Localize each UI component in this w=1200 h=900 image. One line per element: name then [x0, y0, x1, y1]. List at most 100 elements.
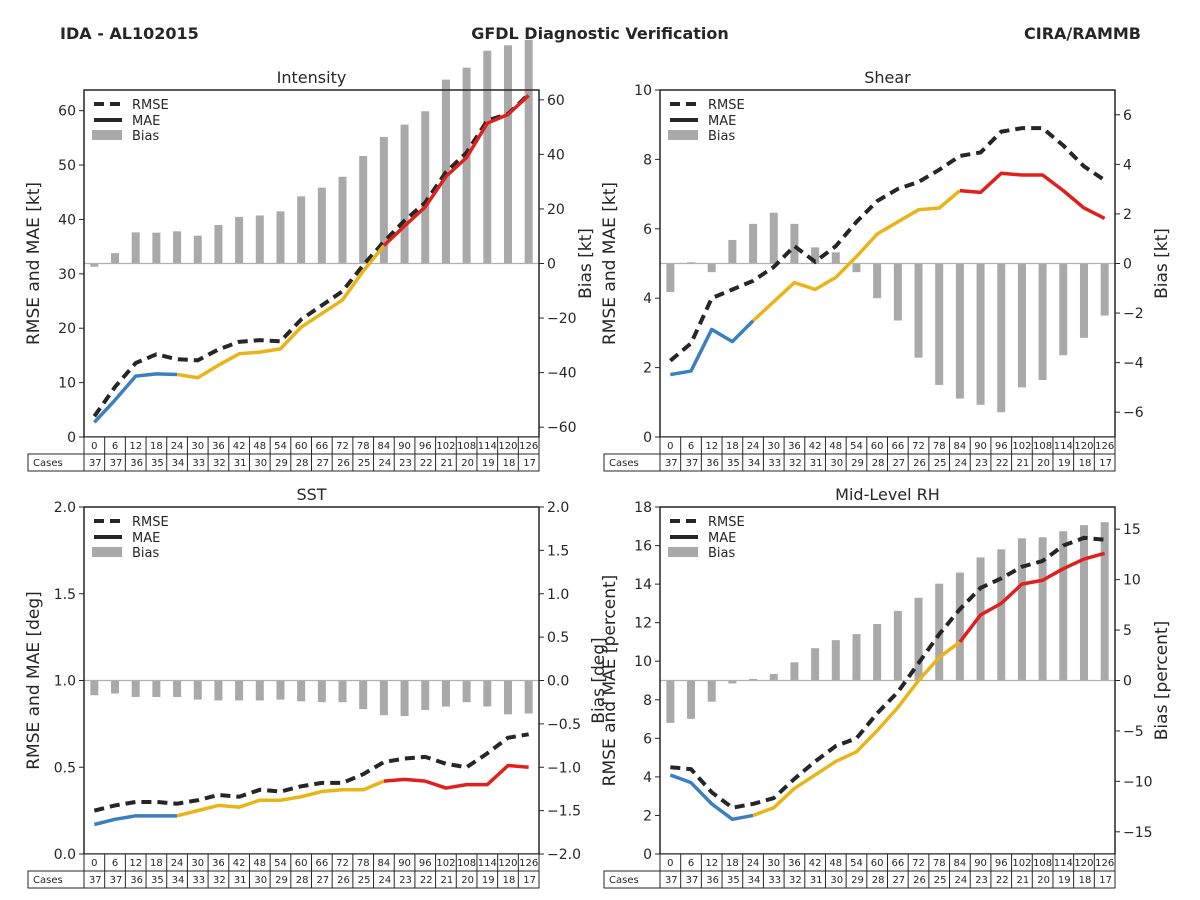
bias-bar	[893, 263, 902, 321]
lead-time-cell: 6	[688, 441, 694, 452]
lead-time-cell: 126	[1095, 441, 1114, 452]
case-count-cell: 18	[503, 875, 516, 886]
mae-line-late	[382, 94, 530, 247]
case-count-cell: 37	[110, 875, 123, 886]
case-count-cell: 21	[1017, 875, 1030, 886]
bias-bar	[379, 136, 388, 264]
legend-bias-swatch	[92, 547, 122, 557]
lead-time-cell: 18	[150, 441, 163, 452]
left-tick-label: 2.0	[54, 500, 76, 516]
right-axis-label: Bias [kt]	[1152, 228, 1172, 299]
cases-row	[603, 453, 1116, 472]
case-count-cell: 33	[192, 458, 205, 469]
mae-line-mid	[176, 779, 385, 818]
bias-bar	[297, 196, 306, 264]
bias-bar	[955, 572, 964, 681]
case-count-cell: 37	[686, 458, 699, 469]
lead-time-cell: 108	[1033, 858, 1052, 869]
bias-bar	[441, 680, 450, 707]
bias-bar	[1017, 538, 1026, 681]
bias-bar	[873, 624, 882, 681]
case-count-cell: 35	[151, 458, 164, 469]
case-count-cell: 31	[234, 875, 247, 886]
case-count-cell: 35	[727, 875, 740, 886]
left-tick-label: 30	[58, 267, 76, 283]
lead-time-cell: 6	[688, 858, 694, 869]
left-tick-label: 1.5	[54, 587, 76, 603]
legend-bias-swatch	[668, 130, 698, 140]
left-tick-label: 50	[58, 158, 76, 174]
case-count-cell: 28	[872, 875, 885, 886]
case-count-cell: 25	[934, 875, 947, 886]
lead-time-cell: 60	[295, 858, 308, 869]
case-count-cell: 22	[996, 875, 1009, 886]
lead-time-cell: 48	[829, 858, 842, 869]
case-count-cell: 30	[830, 875, 843, 886]
lead-time-cell: 54	[850, 441, 863, 452]
bias-bar	[317, 680, 326, 703]
case-count-cell: 31	[810, 875, 823, 886]
lead-time-cell: 54	[850, 858, 863, 869]
case-count-cell: 37	[110, 458, 123, 469]
right-axis-label: Bias [percent]	[1152, 621, 1172, 740]
case-count-cell: 22	[420, 875, 433, 886]
right-tick-label: −10	[1123, 774, 1153, 790]
bias-bar	[811, 247, 820, 264]
bias-bar	[503, 45, 512, 264]
bias-bar	[728, 680, 737, 684]
bias-bar	[749, 678, 758, 681]
case-count-cell: 29	[275, 875, 288, 886]
bias-bar	[111, 253, 120, 264]
bias-bar	[131, 232, 140, 264]
case-count-cell: 24	[378, 875, 391, 886]
lead-time-cell: 24	[171, 441, 184, 452]
lead-time-cell: 90	[974, 441, 987, 452]
lead-time-cell: 30	[767, 858, 780, 869]
lead-time-cell: 30	[767, 441, 780, 452]
left-tick-label: 10	[634, 83, 652, 99]
left-tick-label: 60	[58, 104, 76, 120]
lead-time-cell: 78	[357, 441, 370, 452]
lead-time-cell: 0	[667, 858, 673, 869]
bias-bar	[193, 235, 202, 264]
bias-bar	[687, 680, 696, 719]
mae-line-early	[93, 814, 178, 827]
case-count-cell: 24	[954, 875, 967, 886]
case-count-cell: 23	[399, 458, 412, 469]
mae-line-late	[958, 551, 1106, 644]
bias-bar	[831, 252, 840, 264]
right-tick-label: 1.0	[547, 587, 569, 603]
case-count-cell: 28	[872, 458, 885, 469]
bias-bar	[852, 634, 861, 681]
left-tick-label: 20	[58, 321, 76, 337]
case-count-cell: 27	[316, 875, 329, 886]
lead-time-cell: 84	[378, 858, 391, 869]
right-tick-label: 2	[1123, 207, 1132, 223]
bias-bar	[687, 262, 696, 264]
case-count-cell: 32	[789, 458, 802, 469]
lead-time-cell: 54	[274, 858, 287, 869]
mae-line-mid	[176, 244, 386, 380]
lead-time-cell: 12	[129, 858, 142, 869]
case-count-cell: 19	[1058, 875, 1071, 886]
case-count-cell: 22	[996, 458, 1009, 469]
left-tick-label: 1.0	[54, 674, 76, 690]
bias-bar	[666, 263, 675, 293]
lead-time-cell: 36	[788, 441, 801, 452]
case-count-cell: 30	[254, 875, 267, 886]
case-count-cell: 28	[296, 875, 309, 886]
bias-bar	[400, 124, 409, 264]
bias-bar	[769, 673, 778, 681]
lead-time-cell: 36	[788, 858, 801, 869]
lead-time-cell: 120	[1074, 858, 1093, 869]
lead-time-cell: 36	[212, 858, 225, 869]
lead-time-cell: 6	[112, 441, 118, 452]
panel-title: Shear	[864, 68, 911, 87]
case-count-cell: 35	[151, 875, 164, 886]
case-count-cell: 27	[892, 458, 905, 469]
case-count-cell: 34	[748, 458, 761, 469]
lead-time-cell: 78	[933, 858, 946, 869]
legend-mae-label: MAE	[132, 114, 160, 129]
lead-time-cell: 12	[705, 858, 718, 869]
